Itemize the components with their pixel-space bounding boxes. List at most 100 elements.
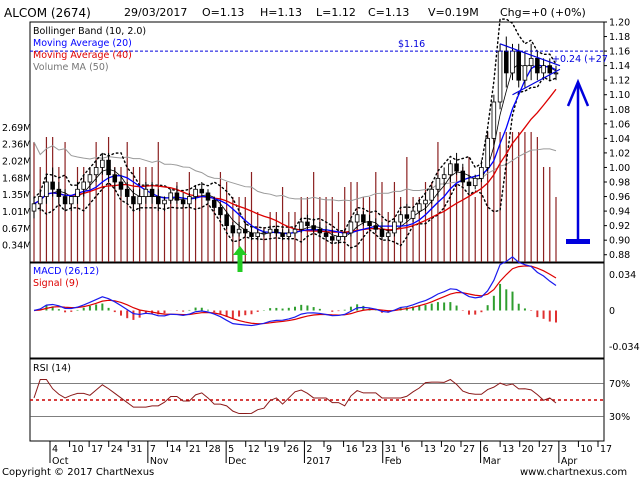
candle-body xyxy=(336,236,341,241)
x-month-label: Oct xyxy=(52,456,69,467)
legend-rsi: RSI (14) xyxy=(33,363,71,374)
candle-body xyxy=(373,225,379,230)
x-day-label: 17 xyxy=(91,444,103,455)
x-day-label: 14 xyxy=(169,444,181,455)
trendline-upper xyxy=(499,43,561,67)
annotations xyxy=(30,43,604,272)
candle-body xyxy=(180,199,186,205)
price-tick-label: 1.14 xyxy=(609,61,630,72)
candle-body xyxy=(118,181,124,190)
candle-body xyxy=(149,188,155,197)
candle-body xyxy=(354,214,360,223)
candle-body xyxy=(131,196,136,205)
candle-body xyxy=(267,228,273,234)
x-day-label: 3 xyxy=(561,444,567,455)
x-day-label: 16 xyxy=(346,444,358,455)
candle-body xyxy=(44,181,49,197)
candle-body xyxy=(255,232,260,237)
candle-body xyxy=(218,207,223,216)
candle-body xyxy=(317,228,323,234)
candle-body xyxy=(460,170,466,183)
candle-body xyxy=(311,225,316,230)
macd-tick-label: -0.034 xyxy=(609,342,640,353)
rsi-panel xyxy=(29,358,605,442)
price-tick-label: 1.04 xyxy=(609,134,630,145)
copyright: Copyright © 2017 ChartNexus xyxy=(2,467,155,478)
candle-body xyxy=(429,188,434,201)
candle-body xyxy=(205,192,211,201)
candle-body xyxy=(361,214,366,223)
header-symbol: ALCOM (2674) xyxy=(4,6,91,20)
candle-body xyxy=(305,221,310,227)
x-day-label: 21 xyxy=(189,444,201,455)
candle-body xyxy=(472,177,478,187)
header-low: L=1.12 xyxy=(316,6,356,19)
candle-body xyxy=(398,214,403,223)
candle-body xyxy=(510,50,515,74)
volume-tick-label: 1.68M xyxy=(2,174,31,185)
candle-body xyxy=(137,196,142,205)
macd-panel xyxy=(29,262,605,359)
candlesticks xyxy=(31,36,559,244)
candle-body xyxy=(417,203,422,212)
x-month-label: Apr xyxy=(561,456,578,467)
candle-body xyxy=(280,232,285,237)
candle-body xyxy=(50,181,55,190)
x-day-label: 10 xyxy=(72,444,84,455)
x-day-label: 10 xyxy=(580,444,592,455)
trendline-lower xyxy=(512,68,561,96)
price-tick-label: 1.10 xyxy=(609,90,630,101)
price-tick-label: 1.18 xyxy=(609,32,630,43)
candle-body xyxy=(93,167,99,176)
candle-body xyxy=(392,221,397,234)
blue-arrow-head xyxy=(566,78,590,107)
candle-body xyxy=(261,232,267,235)
candle-body xyxy=(236,228,242,234)
legend-signal: Signal (9) xyxy=(33,278,79,289)
candle-body xyxy=(497,50,503,103)
header-date: 29/03/2017 xyxy=(124,6,188,19)
legend-vma: Volume MA (50) xyxy=(33,62,109,73)
legend-ma40: Moving Average (40) xyxy=(33,50,132,61)
volume-tick-label: 2.69M xyxy=(2,123,31,134)
header-high: H=1.13 xyxy=(260,6,302,19)
x-month-label: 2017 xyxy=(306,456,330,467)
price-tick-label: 0.90 xyxy=(609,236,630,247)
x-day-label: 5 xyxy=(228,444,234,455)
x-day-label: 27 xyxy=(463,444,475,455)
candle-body xyxy=(187,196,192,205)
candle-body xyxy=(243,228,248,234)
price-tick-label: 1.00 xyxy=(609,163,630,174)
rsi-line xyxy=(33,378,557,415)
candle-body xyxy=(81,181,86,190)
header-volume: V=0.19M xyxy=(428,6,479,19)
candle-body xyxy=(292,228,298,234)
candle-body xyxy=(516,50,521,81)
x-day-label: 17 xyxy=(600,444,612,455)
rsi-tick-label: 30% xyxy=(609,412,630,423)
price-tick-label: 0.94 xyxy=(609,207,630,218)
candle-body xyxy=(553,72,559,75)
candle-body xyxy=(504,50,509,74)
candle-body xyxy=(193,188,198,197)
candle-body xyxy=(379,228,385,237)
candle-body xyxy=(224,214,229,227)
candle-body xyxy=(330,236,335,241)
price-tick-label: 0.98 xyxy=(609,178,630,189)
price-tick-label: 1.12 xyxy=(609,76,630,87)
candle-body xyxy=(162,199,167,205)
candle-body xyxy=(112,174,118,183)
x-day-label: 13 xyxy=(502,444,514,455)
candle-body xyxy=(75,188,80,197)
candle-body xyxy=(323,232,329,237)
volume-tick-label: 0.34M xyxy=(2,241,31,252)
legend-macd: MACD (26,12) xyxy=(33,266,99,277)
green-arrow xyxy=(233,246,247,272)
x-day-label: 20 xyxy=(443,444,455,455)
candle-body xyxy=(454,163,459,172)
blue-arrow-base xyxy=(566,239,590,244)
candle-body xyxy=(199,188,205,194)
volume-tick-label: 1.01M xyxy=(2,207,31,218)
signal-line xyxy=(33,265,557,325)
candle-body xyxy=(423,199,428,205)
